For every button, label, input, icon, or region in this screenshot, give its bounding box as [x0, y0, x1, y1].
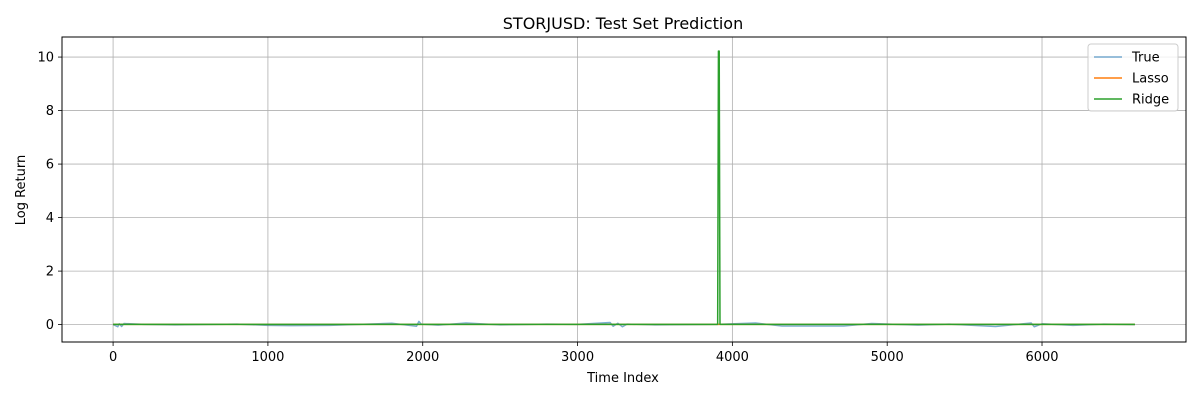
x-tick-label: 6000: [1025, 350, 1058, 365]
x-tick-label: 1000: [251, 350, 284, 365]
grid: [62, 37, 1186, 342]
legend-label: True: [1131, 51, 1160, 66]
legend-box: [1087, 43, 1179, 112]
chart-title: STORJUSD: Test Set Prediction: [503, 14, 743, 33]
x-tick-label: 5000: [871, 350, 904, 365]
x-axis: 0 1000 2000 3000 4000 5000 6000: [109, 342, 1059, 365]
x-tick-label: 0: [109, 350, 117, 365]
y-tick-label: 0: [46, 318, 54, 333]
series-layer: [112, 50, 1135, 328]
legend-label: Lasso: [1132, 72, 1169, 87]
legend: True Lasso Ridge: [1087, 43, 1179, 112]
y-tick-label: 2: [46, 265, 54, 280]
legend-label: Ridge: [1132, 93, 1169, 108]
y-tick-label: 10: [37, 51, 54, 66]
y-axis: 0 2 4 6 8 10: [37, 51, 62, 333]
y-tick-label: 8: [46, 104, 54, 119]
y-tick-label: 4: [46, 211, 54, 226]
y-axis-label: Log Return: [14, 155, 29, 226]
x-axis-label: Time Index: [586, 371, 659, 386]
x-tick-label: 2000: [406, 350, 439, 365]
x-tick-label: 3000: [561, 350, 594, 365]
plot-frame: [61, 36, 1187, 343]
y-tick-label: 6: [46, 158, 54, 173]
x-tick-label: 4000: [716, 350, 749, 365]
series-line-ridge: [113, 50, 1135, 326]
